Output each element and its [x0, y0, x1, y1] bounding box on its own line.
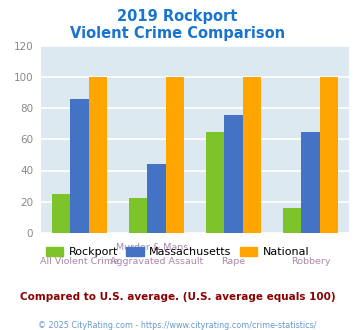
- Bar: [320, 77, 338, 233]
- Text: Robbery: Robbery: [291, 257, 330, 266]
- Bar: [89, 77, 107, 233]
- Text: Aggravated Assault: Aggravated Assault: [110, 257, 203, 266]
- Bar: [51, 194, 70, 233]
- Text: Violent Crime Comparison: Violent Crime Comparison: [70, 26, 285, 41]
- Text: All Violent Crime: All Violent Crime: [40, 257, 119, 266]
- Text: © 2025 CityRating.com - https://www.cityrating.com/crime-statistics/: © 2025 CityRating.com - https://www.city…: [38, 321, 317, 330]
- Legend: Rockport, Massachusetts, National: Rockport, Massachusetts, National: [41, 243, 314, 262]
- Bar: [166, 77, 184, 233]
- Text: Compared to U.S. average. (U.S. average equals 100): Compared to U.S. average. (U.S. average …: [20, 292, 335, 302]
- Bar: [224, 115, 243, 233]
- Text: 2019 Rockport: 2019 Rockport: [117, 9, 238, 24]
- Bar: [301, 132, 320, 233]
- Text: Murder & Mans...: Murder & Mans...: [116, 243, 197, 251]
- Text: Rape: Rape: [222, 257, 245, 266]
- Bar: [70, 99, 89, 233]
- Bar: [147, 164, 166, 233]
- Bar: [206, 132, 224, 233]
- Bar: [283, 208, 301, 233]
- Bar: [243, 77, 261, 233]
- Bar: [129, 198, 147, 233]
